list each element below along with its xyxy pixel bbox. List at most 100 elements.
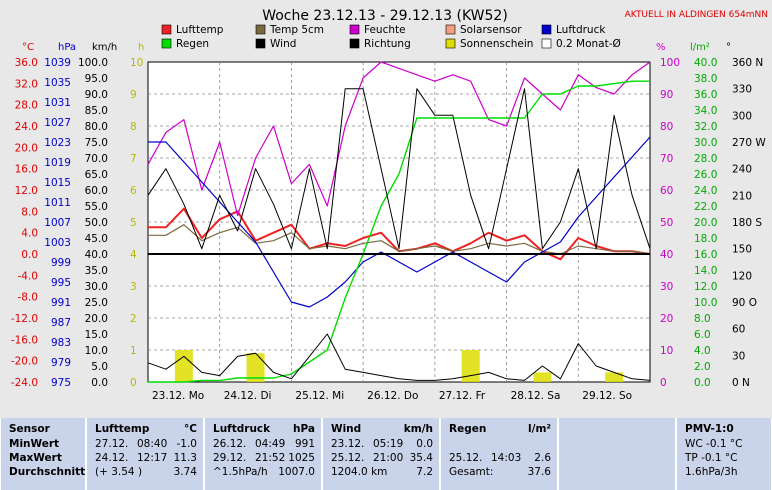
tick-pct-4: 60: [660, 185, 673, 197]
regen-header: Regen: [449, 423, 487, 435]
tick-hpa-3: 1027: [44, 117, 71, 129]
series-line-regen: [148, 80, 650, 383]
wind-min-date: 23.12.: [331, 438, 365, 450]
tick-hpa-1: 1035: [44, 77, 71, 89]
tick-kmh-7: 65.0: [85, 169, 108, 181]
tick-pct-10: 0: [660, 377, 667, 389]
blank-column: [558, 418, 676, 490]
tick-temp-13: -16.0: [11, 334, 38, 346]
max-label: MaxWert: [9, 452, 62, 464]
tick-deg-7: 150: [732, 244, 752, 256]
wind-max-date: 25.12.: [331, 452, 365, 464]
sunshine-bar-4: [461, 350, 480, 382]
lufttemp-min-time: 08:40: [137, 438, 168, 450]
legend-label-lufttemp: Lufttemp: [176, 24, 224, 36]
station-label: AKTUELL IN ALDINGEN 654mNN: [625, 10, 768, 20]
luftdruck-header: Luftdruck: [213, 423, 271, 435]
tick-deg-4: 240: [732, 164, 752, 176]
tick-pct-0: 100: [660, 57, 680, 69]
summary-table: Sensor MinWert MaxWert Durchschnitt Luft…: [0, 418, 772, 490]
sensor-column: Sensor MinWert MaxWert Durchschnitt: [0, 418, 86, 490]
legend-label-temp5cm: Temp 5cm: [269, 24, 324, 36]
x-tick-2: 25.12. Mi: [295, 390, 344, 402]
sunshine-bar-6: [605, 372, 624, 382]
series-line-luftdruck: [148, 136, 651, 308]
x-tick-0: 23.12. Mo: [152, 390, 204, 402]
tick-hpa-14: 983: [51, 337, 71, 349]
luftdruck-avg-value: 1007.0: [278, 466, 315, 478]
series-lines: [147, 61, 651, 383]
axis-unit-lm2: l/m²: [690, 42, 710, 53]
tick-lm2-6: 28.0: [694, 153, 717, 165]
pmv-column: PMV-1:0 WC -0.1 °C TP -0.1 °C 1.6hPa/3h: [676, 418, 772, 490]
tick-h-5: 5: [130, 217, 137, 229]
axis-unit-hpa: hPa: [58, 42, 76, 53]
tick-temp-9: 0.0: [21, 249, 38, 261]
tick-deg-8: 120: [732, 270, 752, 282]
tick-hpa-10: 999: [51, 257, 71, 269]
tick-lm2-16: 8.0: [694, 313, 711, 325]
legend-label-solar: Solarsensor: [460, 24, 522, 36]
tick-deg-1: 330: [732, 84, 752, 96]
tick-kmh-12: 40.0: [85, 249, 108, 261]
tick-temp-11: -8.0: [18, 292, 39, 304]
tick-deg-2: 300: [732, 110, 752, 122]
luftdruck-max-date: 29.12.: [213, 452, 247, 464]
avg-label: Durchschnitt: [9, 466, 86, 478]
regen-total-label: Gesamt:: [449, 466, 494, 478]
tick-h-2: 8: [130, 121, 137, 133]
tick-lm2-4: 32.0: [694, 121, 717, 133]
tick-lm2-2: 36.0: [694, 89, 717, 101]
tick-hpa-7: 1011: [44, 197, 71, 209]
tick-deg-9: 90 O: [732, 297, 757, 309]
tick-kmh-5: 75.0: [85, 137, 108, 149]
wind-max-value: 35.4: [409, 452, 433, 464]
tick-deg-10: 60: [732, 324, 745, 336]
tick-temp-4: 20.0: [15, 142, 38, 154]
legend-swatch-lufttemp: [161, 24, 172, 35]
tick-lm2-15: 10.0: [694, 297, 717, 309]
luftdruck-max-time: 21:52: [255, 452, 286, 464]
tick-h-6: 4: [130, 249, 137, 261]
regen-max-time: 14:03: [491, 452, 522, 464]
tick-kmh-4: 80.0: [85, 121, 108, 133]
tick-kmh-3: 85.0: [85, 105, 108, 117]
luftdruck-min-time: 04:49: [255, 438, 286, 450]
tick-temp-15: -24.0: [11, 377, 38, 389]
gridlines: [148, 62, 650, 382]
tick-kmh-14: 30.0: [85, 281, 108, 293]
tick-hpa-2: 1031: [44, 97, 71, 109]
tick-kmh-13: 35.0: [85, 265, 108, 277]
legend-swatch-wind: [255, 38, 266, 49]
x-tick-5: 28.12. Sa: [511, 390, 561, 402]
axis-unit-deg: °: [726, 42, 731, 53]
tick-kmh-9: 55.0: [85, 201, 108, 213]
wind-header: Wind: [331, 423, 362, 435]
luftdruck-column: Luftdruck hPa 26.12. 04:49 991 29.12. 21:52 1…: [204, 418, 322, 490]
tick-lm2-12: 16.0: [694, 249, 717, 261]
tick-hpa-16: 975: [51, 377, 71, 389]
tick-h-8: 2: [130, 313, 137, 325]
tick-lm2-17: 6.0: [694, 329, 711, 341]
tick-temp-6: 12.0: [15, 185, 38, 197]
tick-temp-12: -12.0: [11, 313, 38, 325]
tick-deg-11: 30: [732, 350, 745, 362]
tick-pct-1: 90: [660, 89, 673, 101]
legend-swatch-richtung: [349, 38, 360, 49]
pmv-windchill: WC -0.1 °C: [685, 438, 743, 450]
tick-lm2-19: 2.0: [694, 361, 711, 373]
wind-min-time: 05:19: [373, 438, 404, 450]
tick-deg-0: 360 N: [732, 57, 763, 69]
series-line-feuchte: [147, 61, 651, 217]
x-axis-labels: 23.12. Mo 24.12. Di 25.12. Mi 26.12. Do 27.1…: [152, 390, 632, 402]
legend-swatch-feuchte: [349, 24, 360, 35]
tick-lm2-13: 14.0: [694, 265, 717, 277]
tick-deg-5: 210: [732, 190, 752, 202]
sunshine-bar-5: [533, 372, 552, 382]
legend-label-regen: Regen: [176, 38, 209, 50]
tick-temp-10: -4.0: [18, 270, 39, 282]
legend-swatch-solar: [445, 24, 456, 35]
tick-kmh-6: 70.0: [85, 153, 108, 165]
tick-lm2-14: 12.0: [694, 281, 717, 293]
wind-column: Wind km/h 23.12. 05:19 0.0 25.12. 21:00 35.4 …: [322, 418, 440, 490]
